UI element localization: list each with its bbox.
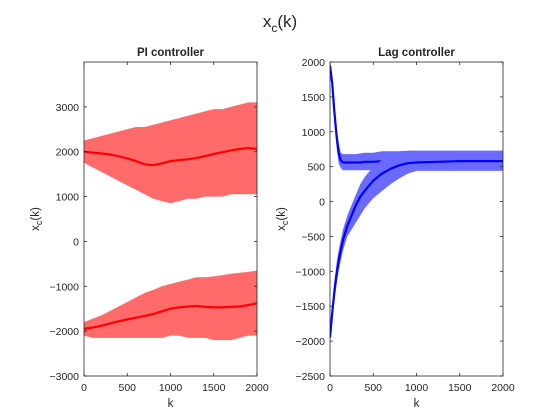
pi-plot-area [84, 102, 257, 341]
pi-xtick-label: 500 [118, 382, 136, 394]
lag-axes-title: Lag controller [378, 47, 455, 59]
pi-controller-axes: 0 500 1000 1500 2000 −3000 −2000 −1000 0 1000 2000… [30, 47, 269, 410]
lag-ylabel-rest: (k) [276, 207, 288, 221]
pi-mean-line-1 [84, 147, 257, 167]
lag-ytick-label: −2500 [296, 371, 326, 383]
lag-ytick-label: −500 [301, 231, 325, 243]
lag-controller-axes: 0 500 1000 1500 2000 −2500 −2000 −1500 −1000 −500… [276, 47, 515, 410]
pi-ytick-label: 3000 [56, 102, 80, 114]
lag-xtick-label: 1000 [405, 382, 429, 394]
pi-ylabel-rest: (k) [30, 207, 42, 221]
lag-ylabel-subscript: c [280, 220, 290, 225]
pi-mean-line-2 [84, 302, 257, 330]
lag-mean-line-2 [330, 160, 503, 338]
pi-ytick-label: −3000 [50, 371, 80, 383]
pi-xtick-label: 1500 [202, 382, 226, 394]
lag-mean-line-1 [330, 65, 503, 164]
lag-ylabel-base: x [276, 225, 288, 231]
lag-xtick-label: 500 [364, 382, 382, 394]
pi-xtick-label: 0 [81, 382, 87, 394]
pi-ytick-label: −2000 [50, 326, 80, 338]
pi-xlabel: k [168, 398, 174, 410]
lag-band-2 [330, 150, 503, 342]
pi-ylabel-base: x [30, 225, 42, 231]
lag-ytick-label: 1500 [302, 92, 326, 104]
lag-ytick-label: 2000 [302, 57, 326, 69]
lag-ytick-label: 500 [307, 162, 325, 174]
lag-xtick-label: 1500 [448, 382, 472, 394]
pi-xtick-label: 1000 [159, 382, 183, 394]
lag-ytick-label: −1500 [296, 301, 326, 313]
pi-ytick-label: 2000 [56, 147, 80, 159]
pi-ytick-label: 1000 [56, 192, 80, 204]
pi-ylabel-subscript: c [34, 220, 44, 225]
lag-ytick-label: 1000 [302, 127, 326, 139]
pi-ytick-label: −1000 [50, 281, 80, 293]
lag-ylabel: xc(k) [276, 207, 290, 231]
pi-ytick-label: 0 [73, 236, 79, 248]
figure-title-rest: (k) [277, 12, 297, 31]
pi-xtick-label: 2000 [245, 382, 269, 394]
lag-xtick-label: 0 [327, 382, 333, 394]
pi-axes-title: PI controller [137, 47, 205, 59]
lag-ytick-label: −1000 [296, 266, 326, 278]
lag-xtick-label: 2000 [491, 382, 515, 394]
figure-title: xc(k) [263, 12, 297, 35]
figure-title-subscript: c [271, 21, 277, 35]
lag-xlabel: k [414, 398, 420, 410]
lag-plot-area [330, 62, 503, 342]
lag-ytick-label: −2000 [296, 336, 326, 348]
pi-band-2 [84, 270, 257, 341]
lag-ytick-label: 0 [319, 197, 325, 209]
figure-title-base: x [263, 12, 272, 31]
pi-band-1 [84, 102, 257, 204]
pi-ylabel: xc(k) [30, 207, 44, 231]
